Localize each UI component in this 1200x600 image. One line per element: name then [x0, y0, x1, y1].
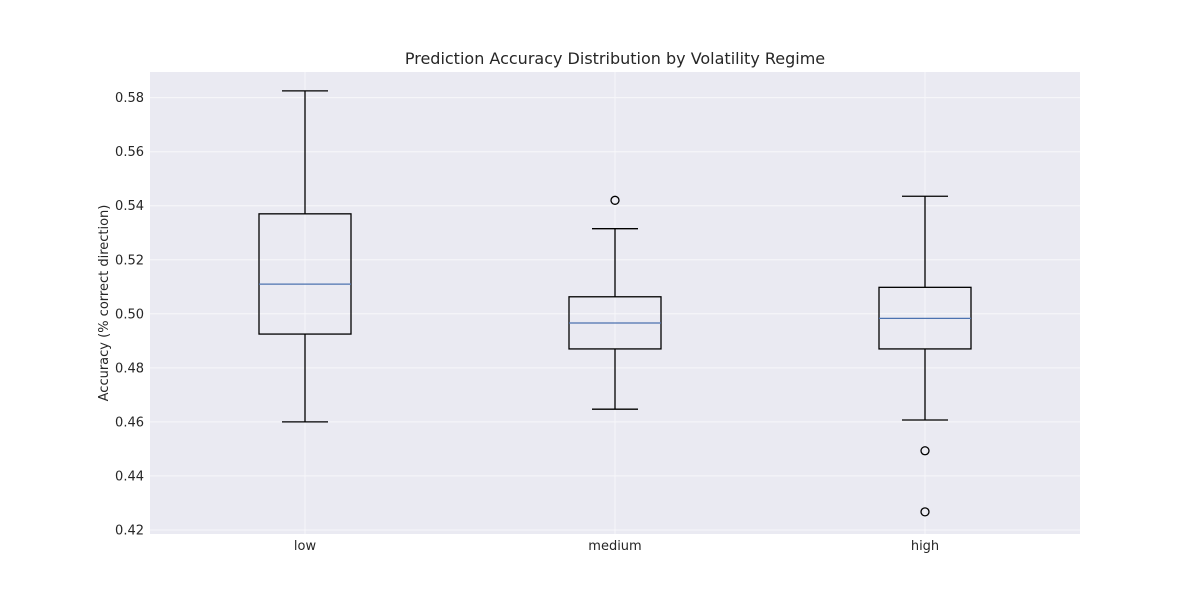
box-high [878, 195, 972, 517]
y-axis-label: Accuracy (% correct direction) [97, 205, 112, 402]
x-tick-label-high: high [911, 539, 939, 554]
boxes [258, 90, 972, 517]
x-tick-label-low: low [294, 539, 317, 554]
outlier-point [920, 507, 930, 517]
y-tick-label: 0.48 [115, 361, 144, 376]
box-low [258, 90, 352, 423]
box-medium [568, 195, 662, 410]
outlier-point [920, 446, 930, 456]
tick-labels: 0.42 0.44 0.46 0.48 0.50 0.52 0.54 0.56 0.58 low m… [115, 91, 939, 554]
outlier-point [610, 195, 620, 205]
iqr-box [258, 213, 352, 335]
y-tick-label: 0.58 [115, 91, 144, 106]
y-tick-label: 0.46 [115, 415, 144, 430]
y-tick-label: 0.44 [115, 469, 144, 484]
y-tick-label: 0.50 [115, 307, 144, 322]
y-tick-label: 0.42 [115, 523, 144, 538]
y-tick-label: 0.52 [115, 253, 144, 268]
chart-title: Prediction Accuracy Distribution by Vola… [405, 49, 825, 68]
x-tick-label-medium: medium [588, 539, 641, 554]
y-tick-label: 0.54 [115, 199, 144, 214]
y-tick-label: 0.56 [115, 145, 144, 160]
